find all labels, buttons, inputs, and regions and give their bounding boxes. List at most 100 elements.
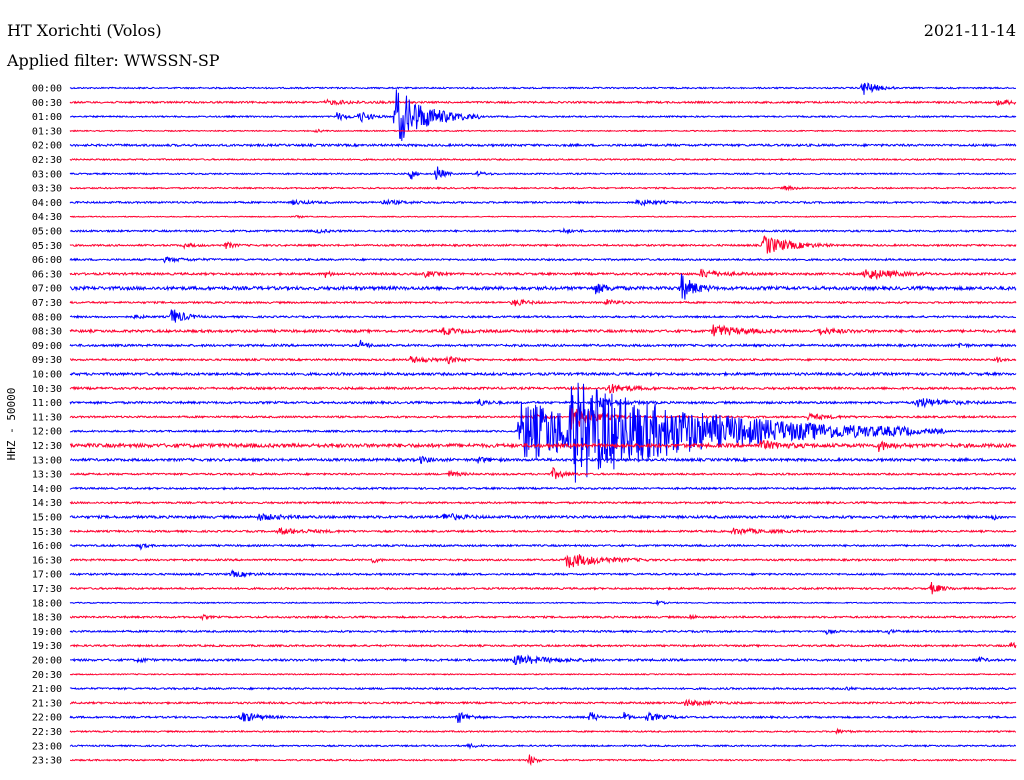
trace-line bbox=[69, 600, 1017, 607]
time-label: 20:00 bbox=[32, 656, 62, 667]
time-label: 09:30 bbox=[32, 355, 62, 366]
time-label: 07:30 bbox=[32, 298, 62, 309]
time-label: 17:30 bbox=[32, 584, 62, 595]
trace-line bbox=[69, 383, 1017, 394]
time-label: 21:00 bbox=[32, 684, 62, 695]
date-label: 2021-11-14 bbox=[924, 21, 1016, 40]
trace-line bbox=[69, 309, 1017, 323]
trace-line bbox=[69, 654, 1017, 666]
trace-line bbox=[69, 298, 1017, 307]
trace-line bbox=[69, 467, 1017, 480]
time-label: 04:30 bbox=[32, 212, 62, 223]
trace-line bbox=[69, 500, 1017, 505]
time-label: 05:30 bbox=[32, 241, 62, 252]
time-label: 11:00 bbox=[32, 398, 62, 409]
time-label: 04:00 bbox=[32, 198, 62, 209]
trace-line bbox=[69, 486, 1017, 491]
time-label: 02:00 bbox=[32, 141, 62, 152]
time-label: 19:00 bbox=[32, 627, 62, 638]
trace-line bbox=[69, 89, 1017, 141]
trace-line bbox=[69, 754, 1017, 767]
time-label: 19:30 bbox=[32, 641, 62, 652]
trace-line bbox=[69, 273, 1017, 300]
trace-line bbox=[69, 227, 1017, 235]
time-label: 08:30 bbox=[32, 327, 62, 338]
filter-label: Applied filter: WWSSN-SP bbox=[6, 51, 220, 70]
time-label: 00:30 bbox=[32, 98, 62, 109]
time-labels-group: 00:00 00:30 01:00 01:30 02:00 02:30 03:00 03:30… bbox=[32, 84, 62, 767]
trace-line bbox=[69, 554, 1017, 568]
time-label: 21:30 bbox=[32, 698, 62, 709]
trace-line bbox=[69, 268, 1017, 281]
time-label: 03:00 bbox=[32, 169, 62, 180]
trace-line bbox=[69, 698, 1017, 707]
trace-line bbox=[69, 98, 1017, 107]
time-label: 07:00 bbox=[32, 284, 62, 295]
time-label: 09:00 bbox=[32, 341, 62, 352]
trace-line bbox=[69, 382, 1017, 483]
time-label: 02:30 bbox=[32, 155, 62, 166]
trace-line bbox=[69, 543, 1017, 551]
time-label: 22:00 bbox=[32, 713, 62, 724]
time-label: 00:00 bbox=[32, 84, 62, 95]
time-label: 10:00 bbox=[32, 370, 62, 381]
trace-line bbox=[69, 157, 1017, 162]
trace-line bbox=[69, 685, 1017, 691]
trace-line bbox=[69, 641, 1017, 649]
time-label: 14:00 bbox=[32, 484, 62, 495]
time-label: 16:00 bbox=[32, 541, 62, 552]
trace-line bbox=[69, 166, 1017, 180]
trace-line bbox=[69, 581, 1017, 595]
trace-line bbox=[69, 526, 1017, 536]
trace-line bbox=[69, 672, 1017, 676]
trace-line bbox=[69, 628, 1017, 636]
time-label: 13:00 bbox=[32, 455, 62, 466]
trace-line bbox=[69, 727, 1017, 735]
trace-line bbox=[69, 613, 1017, 622]
time-label: 15:00 bbox=[32, 513, 62, 524]
traces-group bbox=[69, 82, 1017, 767]
time-label: 13:30 bbox=[32, 470, 62, 481]
trace-line bbox=[69, 324, 1017, 337]
trace-line bbox=[69, 742, 1017, 750]
trace-line bbox=[69, 184, 1017, 192]
time-label: 23:30 bbox=[32, 756, 62, 767]
station-title: HT Xorichti (Volos) bbox=[7, 21, 162, 40]
trace-line bbox=[69, 256, 1017, 264]
time-label: 12:30 bbox=[32, 441, 62, 452]
trace-line bbox=[69, 370, 1017, 378]
time-label: 10:30 bbox=[32, 384, 62, 395]
time-label: 06:00 bbox=[32, 255, 62, 266]
time-label: 12:00 bbox=[32, 427, 62, 438]
time-label: 20:30 bbox=[32, 670, 62, 681]
time-label: 14:30 bbox=[32, 498, 62, 509]
time-label: 01:00 bbox=[32, 112, 62, 123]
trace-line bbox=[69, 82, 1017, 95]
time-label: 08:00 bbox=[32, 312, 62, 323]
trace-line bbox=[69, 128, 1017, 133]
time-label: 05:00 bbox=[32, 227, 62, 238]
y-axis-label: HHZ - 50000 bbox=[5, 388, 18, 461]
time-label: 17:00 bbox=[32, 570, 62, 581]
time-label: 15:30 bbox=[32, 527, 62, 538]
time-label: 11:30 bbox=[32, 412, 62, 423]
trace-line bbox=[69, 235, 1017, 254]
trace-line bbox=[69, 440, 1017, 452]
trace-line bbox=[69, 512, 1017, 521]
time-label: 23:00 bbox=[32, 741, 62, 752]
trace-line bbox=[69, 214, 1017, 220]
trace-line bbox=[69, 198, 1017, 207]
trace-line bbox=[69, 397, 1017, 409]
trace-line bbox=[69, 142, 1017, 148]
trace-line bbox=[69, 569, 1017, 579]
time-label: 16:30 bbox=[32, 555, 62, 566]
time-label: 22:30 bbox=[32, 727, 62, 738]
time-label: 03:30 bbox=[32, 184, 62, 195]
time-label: 01:30 bbox=[32, 126, 62, 137]
trace-line bbox=[69, 455, 1017, 464]
time-label: 18:30 bbox=[32, 613, 62, 624]
trace-line bbox=[69, 711, 1017, 724]
trace-line bbox=[69, 355, 1017, 365]
trace-line bbox=[69, 339, 1017, 349]
